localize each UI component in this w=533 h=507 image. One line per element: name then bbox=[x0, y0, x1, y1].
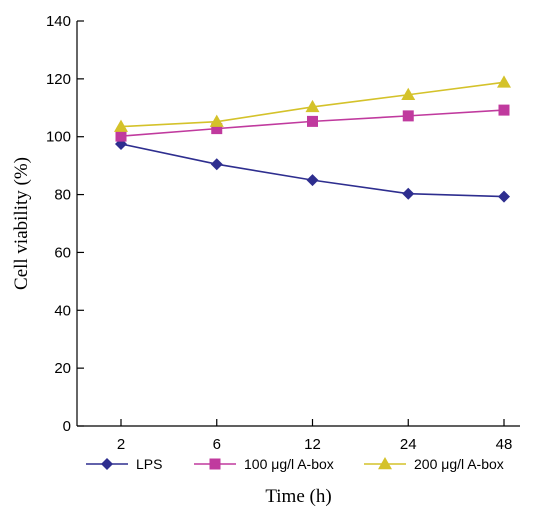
x-tick-label: 6 bbox=[213, 436, 221, 453]
legend-label: LPS bbox=[136, 456, 162, 472]
legend-label: 100 μg/l A-box bbox=[244, 456, 334, 472]
legend-label: 200 μg/l A-box bbox=[414, 456, 504, 472]
data-point-s1-0 bbox=[115, 130, 127, 142]
data-point-s2-4 bbox=[497, 75, 511, 88]
data-point-s1-4 bbox=[498, 104, 510, 116]
y-tick-label: 100 bbox=[46, 129, 71, 146]
data-point-s0-2 bbox=[306, 174, 319, 187]
y-tick-label: 140 bbox=[46, 13, 71, 30]
y-tick-label: 120 bbox=[46, 71, 71, 88]
data-point-s0-1 bbox=[210, 158, 223, 171]
data-point-s1-2 bbox=[307, 115, 318, 127]
y-tick-label: 0 bbox=[63, 418, 71, 435]
x-tick-label: 12 bbox=[304, 436, 321, 453]
legend-marker bbox=[209, 458, 221, 470]
data-point-s0-3 bbox=[402, 187, 415, 200]
series-line-0 bbox=[120, 143, 505, 198]
data-point-s1-3 bbox=[402, 110, 414, 122]
y-tick-label: 20 bbox=[54, 360, 71, 377]
data-point-s2-3 bbox=[401, 87, 416, 101]
legend-marker bbox=[101, 458, 113, 470]
y-tick-label: 80 bbox=[54, 187, 71, 204]
data-point-s2-1 bbox=[209, 114, 224, 127]
data-point-s1-1 bbox=[211, 123, 223, 135]
x-tick-label: 48 bbox=[496, 436, 513, 453]
x-tick-label: 24 bbox=[400, 436, 417, 453]
x-axis-title: Time (h) bbox=[265, 486, 331, 507]
data-point-s2-0 bbox=[114, 119, 128, 132]
data-point-s0-4 bbox=[498, 190, 510, 203]
y-tick-label: 60 bbox=[54, 244, 71, 261]
y-tick-label: 40 bbox=[54, 302, 71, 319]
legend-marker bbox=[378, 457, 392, 470]
x-tick-label: 2 bbox=[117, 436, 125, 453]
y-axis-title: Cell viability (%) bbox=[11, 157, 32, 290]
data-point-s2-2 bbox=[305, 99, 320, 113]
